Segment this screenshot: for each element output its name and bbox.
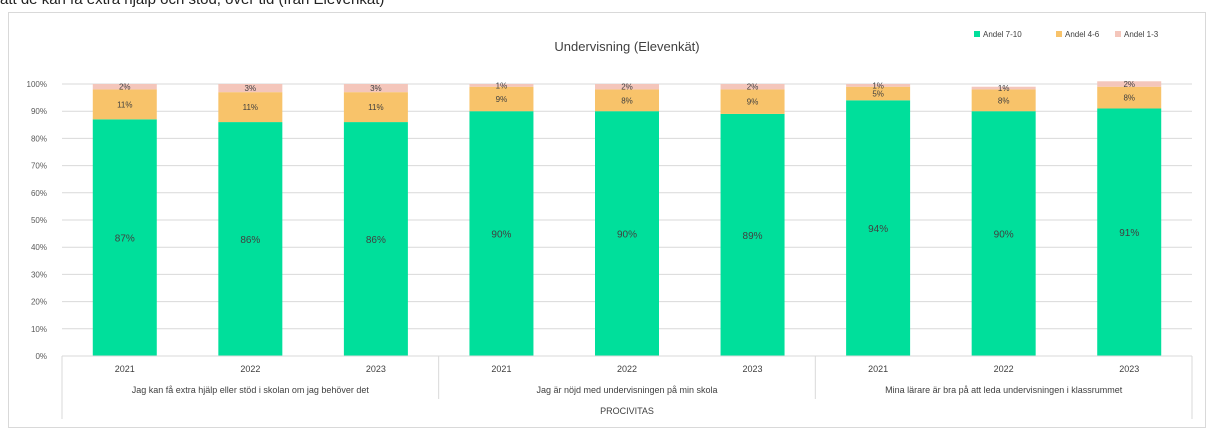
data-label: 11% xyxy=(117,100,132,109)
y-tick-label: 60% xyxy=(31,189,47,198)
data-label: 90% xyxy=(994,230,1014,241)
stacked-bar-chart: 0% 10% 20% 30% 40% 50% 60% 70% 80% 90% 100% 87% 11%… xyxy=(9,13,1205,427)
y-tick-label: 100% xyxy=(27,80,47,89)
y-tick-label: 20% xyxy=(31,298,47,307)
x-tick-label: 2022 xyxy=(617,364,637,374)
y-tick-label: 10% xyxy=(31,325,47,334)
legend-swatch xyxy=(1056,31,1062,37)
group-label: Mina lärare är bra på att leda undervisn… xyxy=(885,385,1123,395)
y-tick-label: 50% xyxy=(31,216,47,225)
data-label: 86% xyxy=(240,235,260,246)
outer-axis-label: PROCIVITAS xyxy=(600,406,654,416)
y-tick-label: 30% xyxy=(31,270,47,279)
y-tick-label: 40% xyxy=(31,243,47,252)
data-label: 11% xyxy=(243,103,258,112)
data-label: 2% xyxy=(747,83,759,92)
data-label: 89% xyxy=(743,231,763,242)
x-tick-label: 2023 xyxy=(366,364,386,374)
data-label: 87% xyxy=(115,234,135,245)
data-label: 1% xyxy=(998,84,1010,93)
y-tick-label: 80% xyxy=(31,134,47,143)
legend-swatch xyxy=(1115,31,1121,37)
group-label: Jag är nöjd med undervisningen på min sk… xyxy=(536,385,717,395)
data-label: 11% xyxy=(368,103,383,112)
x-tick-label: 2023 xyxy=(743,364,763,374)
data-label: 90% xyxy=(491,230,511,241)
data-label: 94% xyxy=(868,224,888,235)
chart-title: Undervisning (Elevenkät) xyxy=(554,39,699,54)
legend-label: Andel 1-3 xyxy=(1124,30,1159,39)
x-tick-label: 2021 xyxy=(491,364,511,374)
y-axis-ticks: 0% 10% 20% 30% 40% 50% 60% 70% 80% 90% 100% xyxy=(27,80,47,361)
chart-area: 0% 10% 20% 30% 40% 50% 60% 70% 80% 90% 100% 87% 11%… xyxy=(8,12,1206,428)
data-label: 9% xyxy=(496,95,508,104)
data-label: 1% xyxy=(872,81,884,90)
x-tick-label: 2022 xyxy=(240,364,260,374)
data-label: 3% xyxy=(370,84,382,93)
x-tick-label: 2021 xyxy=(115,364,135,374)
data-label: 2% xyxy=(621,83,633,92)
data-label: 1% xyxy=(496,81,508,90)
legend: Andel 7-10 Andel 4-6 Andel 1-3 xyxy=(974,30,1159,39)
data-label: 9% xyxy=(747,98,759,107)
x-tick-label: 2021 xyxy=(868,364,888,374)
data-label: 8% xyxy=(1123,94,1135,103)
legend-label: Andel 4-6 xyxy=(1065,30,1100,39)
legend-label: Andel 7-10 xyxy=(983,30,1022,39)
x-axis: 2021 2022 2023 2021 2022 2023 2021 2022 2023 Jag … xyxy=(62,356,1192,419)
y-tick-label: 0% xyxy=(35,352,47,361)
x-tick-label: 2023 xyxy=(1119,364,1139,374)
data-label: 8% xyxy=(998,96,1010,105)
data-label: 8% xyxy=(621,96,633,105)
data-label: 3% xyxy=(245,84,257,93)
data-label: 2% xyxy=(1123,80,1135,89)
y-tick-label: 90% xyxy=(31,107,47,116)
data-label: 5% xyxy=(872,90,884,99)
group-label: Jag kan få extra hjälp eller stöd i skol… xyxy=(132,385,370,395)
data-label: 2% xyxy=(119,83,131,92)
bars xyxy=(93,81,1161,356)
legend-swatch xyxy=(974,31,980,37)
x-tick-label: 2022 xyxy=(994,364,1014,374)
data-label: 90% xyxy=(617,230,637,241)
y-tick-label: 70% xyxy=(31,162,47,171)
chart-caption: att de kan få extra hjälp och stöd, över… xyxy=(0,0,384,8)
data-label: 86% xyxy=(366,235,386,246)
data-label: 91% xyxy=(1119,228,1139,239)
